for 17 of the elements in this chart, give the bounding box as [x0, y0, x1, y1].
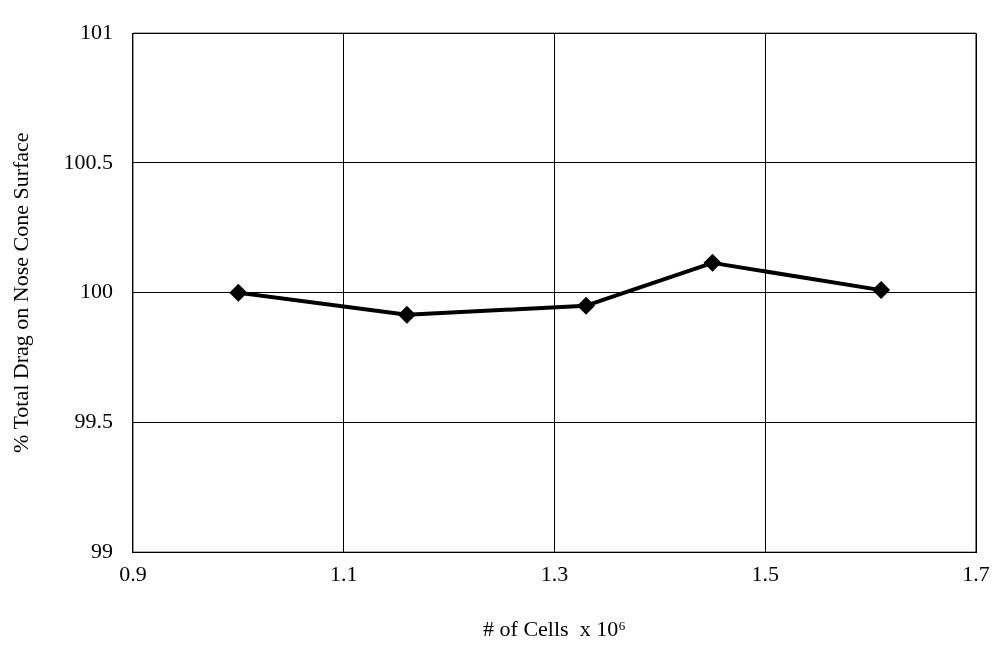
y-tick-label: 100: [79, 278, 113, 304]
x-tick-label: 1.1: [329, 561, 358, 587]
point: [577, 296, 596, 315]
x-axis-title: # of Cells x 10⁶: [483, 615, 626, 641]
point: [872, 281, 891, 300]
x-tick-label: 1.3: [540, 561, 569, 587]
x-tick-label: 0.9: [119, 561, 147, 587]
point: [703, 253, 722, 272]
y-tick-label: 101: [79, 18, 113, 44]
x-tick-label: 1.5: [751, 561, 779, 587]
y-axis-title: % Total Drag on Nose Cone Surface: [7, 132, 33, 454]
y-tick-label: 100.5: [63, 148, 113, 174]
y-tick-label: 99.5: [74, 408, 113, 434]
y-tick-label: 99: [90, 537, 113, 563]
point: [229, 283, 248, 302]
x-tick-label: 1.7: [962, 561, 990, 587]
point: [397, 305, 416, 324]
